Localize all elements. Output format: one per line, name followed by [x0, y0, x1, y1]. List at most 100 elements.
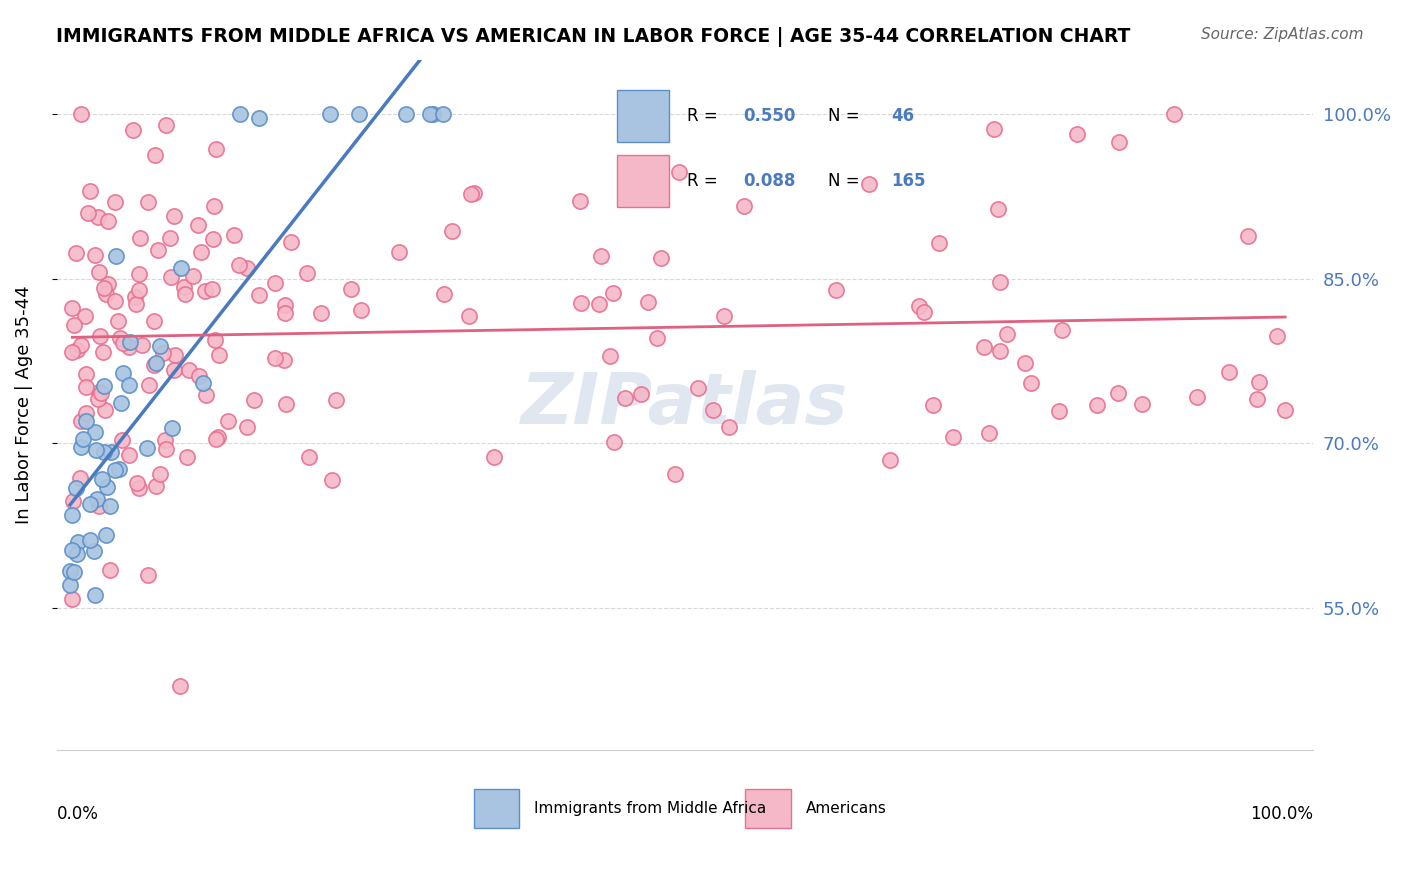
Point — [155, 118, 177, 132]
Point — [69, 471, 91, 485]
Point — [125, 297, 148, 311]
Point — [1246, 392, 1268, 406]
Point — [87, 392, 110, 406]
Point — [645, 331, 668, 345]
Point — [236, 420, 259, 434]
Point — [65, 246, 87, 260]
Point — [145, 356, 167, 370]
Point — [149, 467, 172, 481]
Point — [713, 309, 735, 323]
Point — [70, 414, 93, 428]
Point — [62, 318, 84, 333]
Point — [155, 442, 177, 456]
Point — [433, 287, 456, 301]
Point — [91, 344, 114, 359]
Point — [569, 295, 592, 310]
Point — [207, 430, 229, 444]
Point — [62, 301, 84, 315]
Point — [347, 107, 370, 121]
Point — [1163, 107, 1185, 121]
Point — [160, 420, 183, 434]
Point — [96, 479, 118, 493]
Point — [173, 286, 195, 301]
Point — [84, 248, 107, 262]
Point — [440, 224, 463, 238]
Point — [60, 344, 83, 359]
Point — [1108, 135, 1130, 149]
Point — [128, 283, 150, 297]
Point — [143, 314, 166, 328]
Point — [98, 563, 121, 577]
Point — [1130, 397, 1153, 411]
Point — [153, 433, 176, 447]
Point — [66, 343, 89, 358]
Point — [86, 491, 108, 506]
Point — [159, 230, 181, 244]
Point — [94, 402, 117, 417]
Point — [432, 107, 454, 121]
Point — [987, 202, 1010, 216]
Point — [460, 186, 482, 201]
Point — [59, 564, 82, 578]
Point — [988, 275, 1011, 289]
Point — [160, 269, 183, 284]
Point — [928, 236, 950, 251]
Point — [907, 299, 929, 313]
Point — [63, 566, 86, 580]
Point — [321, 473, 343, 487]
Point — [630, 387, 652, 401]
Point — [1237, 228, 1260, 243]
Point — [568, 194, 591, 208]
Point — [67, 534, 90, 549]
Point — [298, 450, 321, 464]
Point — [350, 303, 373, 318]
Point — [84, 588, 107, 602]
Point — [145, 479, 167, 493]
Point — [118, 340, 141, 354]
Point — [340, 282, 363, 296]
Point — [274, 298, 297, 312]
Point — [93, 379, 115, 393]
Point — [977, 426, 1000, 441]
Point — [75, 367, 97, 381]
Point — [319, 107, 342, 121]
Point — [236, 261, 259, 276]
Point — [1107, 385, 1129, 400]
Point — [187, 218, 209, 232]
Point — [973, 340, 995, 354]
Point — [1066, 127, 1088, 141]
Point — [205, 433, 228, 447]
Point — [912, 304, 935, 318]
Point — [152, 345, 174, 359]
Point — [263, 277, 285, 291]
Text: 100.0%: 100.0% — [1250, 805, 1313, 823]
Point — [79, 533, 101, 547]
Point — [733, 199, 755, 213]
Point — [138, 377, 160, 392]
Point — [107, 313, 129, 327]
Point — [142, 358, 165, 372]
Point — [162, 363, 184, 377]
Point — [120, 334, 142, 349]
Point — [202, 199, 225, 213]
Point — [228, 258, 250, 272]
Point — [176, 450, 198, 464]
Point — [194, 284, 217, 298]
Point — [718, 419, 741, 434]
Point — [89, 384, 111, 399]
Point — [879, 452, 901, 467]
Point — [422, 107, 444, 121]
Point — [191, 376, 214, 390]
Point — [83, 543, 105, 558]
Point — [170, 260, 193, 275]
Point — [204, 142, 226, 156]
Point — [247, 287, 270, 301]
Point — [89, 328, 111, 343]
Point — [93, 281, 115, 295]
Point — [1085, 398, 1108, 412]
Point — [273, 353, 295, 368]
Point — [1218, 365, 1240, 379]
Point — [104, 194, 127, 209]
Point — [201, 232, 224, 246]
Point — [94, 527, 117, 541]
